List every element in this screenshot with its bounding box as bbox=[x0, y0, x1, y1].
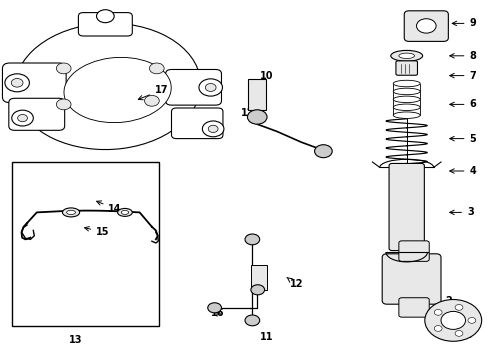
FancyBboxPatch shape bbox=[78, 13, 132, 36]
FancyBboxPatch shape bbox=[399, 241, 429, 261]
Ellipse shape bbox=[393, 104, 420, 111]
FancyBboxPatch shape bbox=[166, 69, 221, 105]
Ellipse shape bbox=[391, 50, 422, 61]
Circle shape bbox=[145, 95, 159, 106]
Text: 13: 13 bbox=[69, 335, 83, 345]
Ellipse shape bbox=[118, 208, 132, 216]
Ellipse shape bbox=[393, 112, 420, 118]
Circle shape bbox=[208, 125, 218, 132]
Circle shape bbox=[315, 145, 332, 158]
Text: 5: 5 bbox=[450, 134, 476, 144]
Ellipse shape bbox=[393, 96, 420, 103]
Text: 15: 15 bbox=[85, 226, 110, 237]
Ellipse shape bbox=[393, 88, 420, 95]
FancyBboxPatch shape bbox=[404, 11, 448, 41]
Circle shape bbox=[455, 330, 463, 336]
Circle shape bbox=[199, 79, 222, 96]
Circle shape bbox=[5, 74, 29, 92]
Circle shape bbox=[56, 63, 71, 74]
Circle shape bbox=[202, 121, 224, 137]
Circle shape bbox=[434, 310, 442, 315]
FancyBboxPatch shape bbox=[9, 98, 65, 130]
Circle shape bbox=[149, 63, 164, 74]
Ellipse shape bbox=[399, 53, 415, 58]
Text: 7: 7 bbox=[450, 71, 476, 81]
Circle shape bbox=[12, 110, 33, 126]
Circle shape bbox=[247, 110, 267, 124]
Text: 9: 9 bbox=[452, 18, 476, 28]
Ellipse shape bbox=[15, 23, 201, 149]
Ellipse shape bbox=[64, 57, 171, 123]
Text: 2: 2 bbox=[435, 293, 452, 306]
Ellipse shape bbox=[393, 80, 420, 87]
Circle shape bbox=[468, 318, 476, 323]
Ellipse shape bbox=[122, 210, 128, 214]
Text: 6: 6 bbox=[450, 99, 476, 109]
Circle shape bbox=[18, 114, 27, 122]
Circle shape bbox=[251, 285, 265, 295]
FancyBboxPatch shape bbox=[382, 254, 441, 304]
Text: 10: 10 bbox=[260, 71, 274, 81]
Text: 3: 3 bbox=[450, 207, 474, 217]
FancyBboxPatch shape bbox=[172, 108, 223, 139]
Circle shape bbox=[441, 311, 465, 329]
FancyBboxPatch shape bbox=[389, 163, 424, 251]
FancyBboxPatch shape bbox=[2, 63, 66, 103]
Circle shape bbox=[245, 315, 260, 326]
Text: 12: 12 bbox=[241, 108, 259, 121]
Bar bbox=[12, 162, 159, 326]
Bar bbox=[251, 265, 267, 290]
Text: 11: 11 bbox=[260, 332, 274, 342]
Circle shape bbox=[11, 78, 23, 87]
FancyBboxPatch shape bbox=[396, 61, 417, 75]
Circle shape bbox=[416, 19, 436, 33]
Circle shape bbox=[245, 234, 260, 245]
Text: 12: 12 bbox=[287, 278, 303, 289]
Text: 8: 8 bbox=[450, 51, 476, 61]
Text: 4: 4 bbox=[450, 166, 476, 176]
FancyBboxPatch shape bbox=[399, 298, 429, 317]
Circle shape bbox=[455, 305, 463, 310]
Circle shape bbox=[97, 10, 114, 23]
Circle shape bbox=[56, 99, 71, 110]
Text: 17: 17 bbox=[138, 85, 169, 100]
Text: 14: 14 bbox=[97, 201, 122, 214]
Ellipse shape bbox=[67, 210, 75, 215]
Bar bbox=[248, 79, 266, 110]
Text: 1: 1 bbox=[459, 328, 471, 340]
Circle shape bbox=[425, 300, 482, 341]
Circle shape bbox=[434, 325, 442, 331]
Circle shape bbox=[205, 84, 216, 91]
Text: 16: 16 bbox=[211, 308, 225, 318]
Ellipse shape bbox=[62, 208, 79, 217]
Circle shape bbox=[208, 303, 221, 313]
